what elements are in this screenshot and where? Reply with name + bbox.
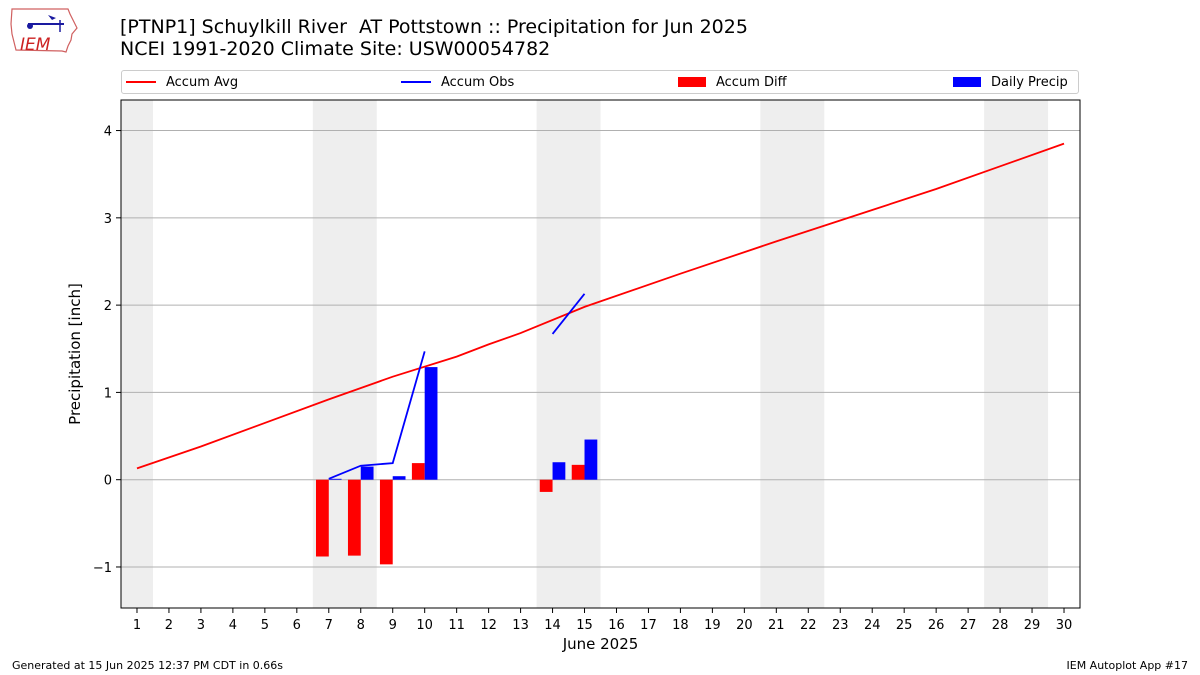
title-line-1: [PTNP1] Schuylkill River AT Pottstown ::… bbox=[120, 16, 748, 38]
x-tick-label: 2 bbox=[165, 618, 173, 633]
x-tick-label: 24 bbox=[864, 618, 881, 633]
daily-precip-bar bbox=[552, 462, 566, 480]
x-tick-label: 25 bbox=[896, 618, 913, 633]
accum-diff-bar bbox=[315, 479, 329, 557]
daily-precip-bar bbox=[328, 478, 342, 480]
legend-label: Accum Obs bbox=[441, 74, 515, 90]
series-lines bbox=[136, 142, 1065, 480]
x-tick-label: 12 bbox=[480, 618, 497, 633]
x-tick-label: 1 bbox=[133, 618, 141, 633]
daily-precip-bar bbox=[360, 466, 374, 480]
legend-label: Accum Avg bbox=[166, 74, 239, 90]
x-tick-label: 20 bbox=[736, 618, 753, 633]
footer-app: IEM Autoplot App #17 bbox=[1066, 659, 1189, 672]
accum-diff-bar bbox=[411, 463, 425, 480]
x-tick-label: 13 bbox=[512, 618, 529, 633]
accum-obs-line bbox=[328, 351, 426, 480]
legend-item-daily-precip: Daily Precip bbox=[953, 74, 1068, 90]
bars bbox=[315, 367, 598, 565]
x-tick-label: 30 bbox=[1056, 618, 1073, 633]
chart-title: [PTNP1] Schuylkill River AT Pottstown ::… bbox=[120, 16, 748, 60]
chart-legend: Accum Avg Accum Obs Accum Diff Daily Pre… bbox=[121, 70, 1079, 94]
accum-diff-bar bbox=[347, 479, 361, 556]
x-tick-label: 5 bbox=[261, 618, 269, 633]
iem-logo: IEM bbox=[8, 6, 80, 62]
x-tick-label: 14 bbox=[544, 618, 561, 633]
x-tick-label: 16 bbox=[608, 618, 625, 633]
legend-item-accum-avg: Accum Avg bbox=[126, 74, 238, 90]
plot-frame bbox=[120, 99, 1081, 609]
y-axis-label: Precipitation [inch] bbox=[66, 283, 84, 425]
y-tick-label: −1 bbox=[93, 561, 112, 576]
legend-label: Daily Precip bbox=[991, 74, 1068, 90]
x-tick-label: 4 bbox=[229, 618, 237, 633]
legend-swatch bbox=[126, 81, 156, 83]
legend-swatch bbox=[678, 77, 706, 87]
x-tick-label: 26 bbox=[928, 618, 945, 633]
accum-diff-bar bbox=[539, 479, 553, 492]
accum-avg-line bbox=[136, 142, 1065, 470]
iowa-state-outline-logo-icon: IEM bbox=[10, 8, 78, 55]
x-tick-label: 29 bbox=[1024, 618, 1041, 633]
legend-label: Accum Diff bbox=[716, 74, 787, 90]
footer-generated: Generated at 15 Jun 2025 12:37 PM CDT in… bbox=[12, 659, 284, 672]
y-tick-label: 2 bbox=[104, 299, 112, 314]
y-tick-label: 3 bbox=[104, 212, 112, 227]
weekend-shading bbox=[121, 100, 1049, 608]
x-tick-label: 9 bbox=[389, 618, 397, 633]
weekend-band bbox=[536, 100, 601, 608]
x-tick-label: 17 bbox=[640, 618, 657, 633]
x-tick-label: 8 bbox=[357, 618, 365, 633]
legend-item-accum-obs: Accum Obs bbox=[401, 74, 514, 90]
legend-swatch bbox=[953, 77, 981, 87]
daily-precip-bar bbox=[392, 476, 406, 480]
gridlines bbox=[121, 130, 1080, 568]
x-tick-label: 15 bbox=[576, 618, 593, 633]
x-tick-label: 19 bbox=[704, 618, 721, 633]
x-tick-label: 11 bbox=[448, 618, 465, 633]
logo-text: IEM bbox=[20, 35, 51, 55]
title-line-2: NCEI 1991-2020 Climate Site: USW00054782 bbox=[120, 38, 551, 60]
x-tick-label: 21 bbox=[768, 618, 785, 633]
y-tick-label: 1 bbox=[104, 386, 112, 401]
legend-swatch bbox=[401, 81, 431, 83]
y-axis-ticks: −1 0 1 2 3 4 bbox=[93, 125, 121, 576]
weekend-band bbox=[984, 100, 1049, 608]
x-tick-label: 18 bbox=[672, 618, 689, 633]
daily-precip-bar bbox=[424, 367, 438, 480]
legend-item-accum-diff: Accum Diff bbox=[678, 74, 787, 90]
x-tick-label: 27 bbox=[960, 618, 977, 633]
x-tick-label: 23 bbox=[832, 618, 849, 633]
y-tick-label: 4 bbox=[104, 125, 112, 140]
x-tick-label: 7 bbox=[325, 618, 333, 633]
x-axis-ticks: 1 2 3 4 5 6 7 8 9 10 11 12 13 14 15 16 17 18 19 20 21 22 23 24 2… bbox=[133, 608, 1072, 633]
accum-obs-line bbox=[551, 293, 586, 335]
x-tick-label: 10 bbox=[416, 618, 433, 633]
x-tick-label: 3 bbox=[197, 618, 205, 633]
accum-diff-bar bbox=[571, 464, 585, 480]
x-tick-label: 22 bbox=[800, 618, 817, 633]
x-tick-label: 6 bbox=[293, 618, 301, 633]
accum-diff-bar bbox=[379, 479, 393, 565]
y-tick-label: 0 bbox=[104, 474, 112, 489]
x-axis-label: June 2025 bbox=[562, 635, 639, 653]
weekend-band bbox=[760, 100, 825, 608]
x-tick-label: 28 bbox=[992, 618, 1009, 633]
daily-precip-bar bbox=[584, 439, 598, 480]
weekend-band bbox=[121, 100, 153, 608]
